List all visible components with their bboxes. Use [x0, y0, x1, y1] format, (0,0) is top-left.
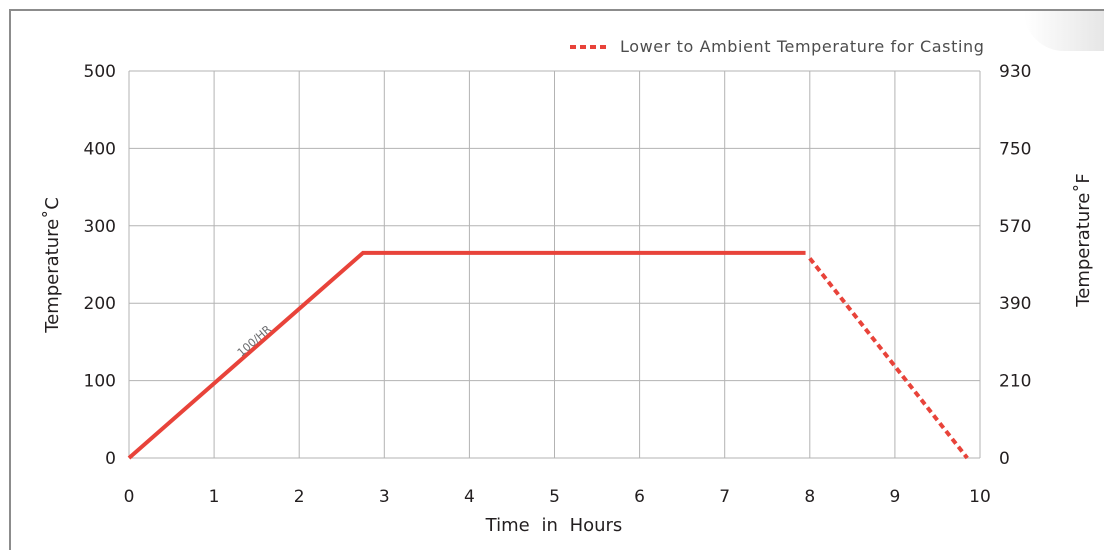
x-tick-label: 4 [464, 487, 475, 507]
x-tick-label: 9 [889, 487, 900, 507]
x-tick-label: 8 [804, 487, 815, 507]
right-y-tick-labels: 0 210 390 570 750 930 [999, 62, 1031, 469]
x-axis-label: Time in Hours [485, 515, 623, 536]
x-tick-label: 5 [549, 487, 560, 507]
y-tick-label: 100 [84, 372, 116, 392]
x-tick-label: 6 [634, 487, 645, 507]
y-axis-label-right: Temperature˚F [1073, 173, 1094, 307]
series-line-cooldown [808, 257, 969, 460]
y-tick-label: 0 [105, 449, 116, 469]
grid-lines [128, 70, 981, 459]
y-right-tick-label: 750 [999, 139, 1031, 159]
y-right-tick-label: 930 [999, 62, 1031, 82]
y-right-tick-label: 570 [999, 217, 1031, 237]
x-tick-label: 10 [969, 487, 991, 507]
x-tick-labels: 0 1 2 3 4 5 6 7 8 9 10 [124, 487, 991, 507]
x-tick-label: 7 [719, 487, 730, 507]
y-tick-label: 300 [84, 217, 116, 237]
y-tick-label: 200 [84, 294, 116, 314]
y-right-tick-label: 210 [999, 372, 1031, 392]
y-right-tick-label: 390 [999, 294, 1031, 314]
legend: Lower to Ambient Temperature for Casting [570, 37, 985, 56]
x-tick-label: 2 [294, 487, 305, 507]
series-lines [127, 250, 969, 460]
left-y-tick-labels: 0 100 200 300 400 500 [84, 62, 116, 469]
y-tick-label: 400 [84, 139, 116, 159]
legend-label: Lower to Ambient Temperature for Casting [620, 37, 985, 56]
series-line-heating [127, 250, 806, 460]
rate-annotation: 100/HR [235, 323, 274, 360]
chart-frame [9, 9, 1104, 550]
y-axis-label-left: Temperature˚C [42, 197, 63, 334]
y-tick-label: 500 [84, 62, 116, 82]
y-right-tick-label: 0 [999, 449, 1010, 469]
x-tick-label: 0 [124, 487, 135, 507]
x-tick-label: 3 [379, 487, 390, 507]
x-tick-label: 1 [209, 487, 220, 507]
